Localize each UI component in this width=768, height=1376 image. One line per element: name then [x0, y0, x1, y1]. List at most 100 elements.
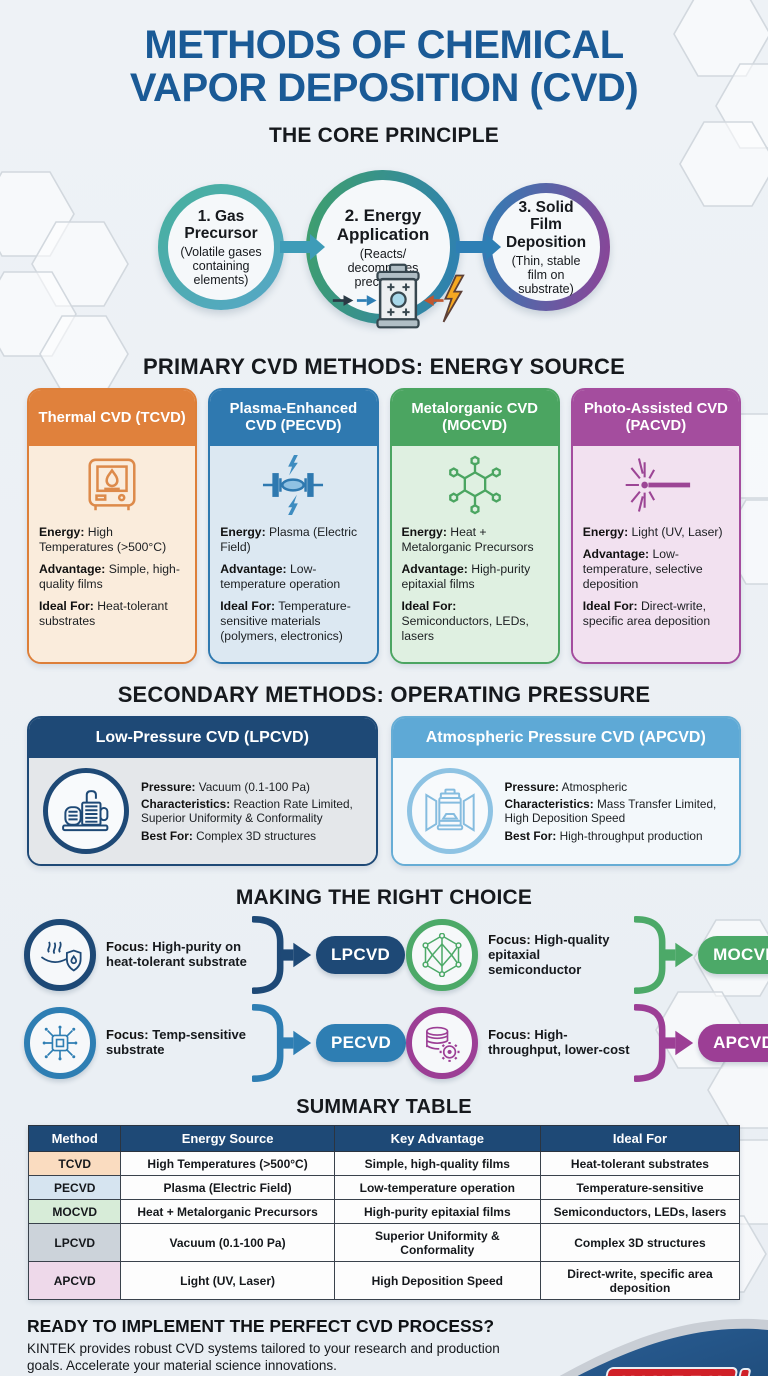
advantage-label: Advantage:	[39, 562, 106, 577]
swoosh-graphic	[560, 1319, 768, 1376]
choice-focus-text: Focus: High-quality epitaxial semiconduc…	[488, 931, 636, 978]
advantage-value: High-purity epitaxial films	[401, 562, 531, 591]
focus-value: High-throughput, lower-cost	[488, 1027, 630, 1058]
best-for-label: Best For:	[504, 828, 557, 843]
ideal-label: Ideal For:	[39, 598, 94, 613]
table-row: APCVD Light (UV, Laser) High Deposition …	[27, 1261, 741, 1301]
card-title: Photo-Assisted CVD (PACVD)	[572, 390, 739, 447]
choices-heading: MAKING THE RIGHT CHOICE	[235, 886, 533, 910]
kintek-logo: KINTEK kindle-tech.com	[603, 1369, 750, 1376]
heat-shield-icon	[24, 919, 96, 992]
advantage-value: Low-temperature, selective deposition	[582, 547, 703, 591]
bracket-arrow-icon	[634, 1004, 694, 1083]
step-gas-precursor: 1. Gas Precursor (Volatile gases contain…	[158, 184, 284, 311]
choice-mocvd: Focus: High-quality epitaxial semiconduc…	[406, 914, 768, 996]
ideal-label: Ideal For:	[401, 598, 457, 613]
characteristics-value: Mass Transfer Limited, High Deposition S…	[504, 797, 717, 826]
core-principle-flow: 1. Gas Precursor (Volatile gases contain…	[0, 150, 768, 344]
card-pacvd: Photo-Assisted CVD (PACVD) Energy: Light…	[570, 388, 741, 665]
ideal-cell: Complex 3D structures	[539, 1223, 741, 1263]
method-cell: MOCVD	[27, 1199, 122, 1225]
bracket-arrow-icon	[634, 916, 694, 995]
flow-arrow-icon	[280, 234, 325, 261]
method-pill: APCVD	[698, 1024, 768, 1063]
choice-lpcvd: Focus: High-purity on heat-tolerant subs…	[24, 914, 406, 996]
summary-table-heading: SUMMARY TABLE	[296, 1096, 472, 1119]
energy-cell: Heat + Metalorganic Precursors	[120, 1199, 335, 1225]
energy-cell: Vacuum (0.1-100 Pa)	[120, 1223, 335, 1263]
ideal-value: Direct-write, specific area deposition	[582, 598, 711, 628]
table-header-row: Method Energy Source Key Advantage Ideal…	[27, 1125, 741, 1153]
card-title: Low-Pressure CVD (LPCVD)	[29, 718, 376, 759]
focus-label: Focus:	[106, 939, 149, 955]
choice-apcvd: Focus: High-throughput, lower-cost APCVD	[406, 1002, 768, 1084]
choice-focus-text: Focus: Temp-sensitive substrate	[106, 1027, 254, 1058]
energy-value: Heat + Metalorganic Precursors	[401, 525, 534, 555]
advantage-label: Advantage:	[582, 547, 650, 562]
step-title: 1. Gas Precursor	[184, 207, 258, 242]
method-pill: LPCVD	[316, 936, 406, 975]
choice-pecvd: Focus: Temp-sensitive substrate PECVD	[24, 1002, 407, 1084]
card-title: Atmospheric Pressure CVD (APCVD)	[392, 718, 739, 759]
characteristics-value: Reaction Rate Limited, Superior Uniformi…	[141, 797, 353, 826]
advantage-cell: Simple, high-quality films	[333, 1151, 541, 1177]
method-cell: APCVD	[27, 1261, 122, 1301]
energy-value: High Temperatures (>500°C)	[39, 525, 167, 555]
choice-focus-text: Focus: High-purity on heat-tolerant subs…	[106, 939, 254, 970]
crystal-lattice-icon	[406, 919, 479, 992]
secondary-method-cards: Low-Pressure CVD (LPCVD)	[0, 716, 768, 867]
advantage-value: Low-temperature operation	[220, 562, 341, 591]
energy-cell: Plasma (Electric Field)	[120, 1175, 335, 1201]
card-mocvd: Metalorganic CVD (MOCVD)	[389, 388, 560, 665]
focus-label: Focus:	[488, 931, 531, 947]
cvd-reactor-icon	[332, 264, 465, 329]
energy-label: Energy:	[220, 525, 266, 540]
energy-label: Energy:	[582, 525, 629, 540]
ideal-cell: Heat-tolerant substrates	[539, 1151, 741, 1177]
ideal-label: Ideal For:	[220, 598, 276, 613]
method-cell: PECVD	[27, 1175, 122, 1201]
table-row: LPCVD Vacuum (0.1-100 Pa) Superior Unifo…	[27, 1223, 741, 1263]
method-pill: MOCVD	[698, 936, 768, 975]
page-title-line1: METHODS OF CHEMICAL	[144, 23, 624, 67]
energy-value: Light (UV, Laser)	[631, 525, 723, 540]
column-header: Method	[27, 1125, 122, 1153]
best-for-value: High-throughput production	[559, 828, 703, 843]
laser-icon	[583, 452, 729, 518]
table-row: MOCVD Heat + Metalorganic Precursors Hig…	[27, 1199, 741, 1225]
bracket-arrow-icon	[252, 1004, 312, 1083]
advantage-label: Advantage:	[220, 562, 287, 577]
advantage-value: Simple, high-quality films	[39, 562, 180, 591]
ideal-value: Heat-tolerant substrates	[39, 598, 168, 628]
summary-table: Method Energy Source Key Advantage Ideal…	[27, 1125, 741, 1301]
secondary-methods-heading: SECONDARY METHODS: OPERATING PRESSURE	[117, 682, 651, 708]
focus-value: High-purity on heat-tolerant substrate	[106, 939, 247, 970]
energy-label: Energy:	[39, 525, 85, 540]
ideal-value: Temperature-sensitive materials (polymer…	[220, 598, 351, 643]
card-apcvd: Atmospheric Pressure CVD (APCVD)	[390, 716, 741, 867]
advantage-cell: High Deposition Speed	[333, 1261, 541, 1301]
advantage-label: Advantage:	[401, 562, 468, 577]
pressure-label: Pressure:	[141, 780, 196, 795]
energy-label: Energy:	[401, 525, 447, 540]
kintek-logo-slash	[735, 1369, 750, 1376]
focus-label: Focus:	[488, 1027, 531, 1043]
pressure-value: Vacuum (0.1-100 Pa)	[198, 780, 310, 795]
footer: READY TO IMPLEMENT THE PERFECT CVD PROCE…	[0, 1316, 768, 1376]
footer-heading: READY TO IMPLEMENT THE PERFECT CVD PROCE…	[27, 1316, 495, 1337]
ideal-cell: Temperature-sensitive	[539, 1175, 741, 1201]
page-title: METHODS OF CHEMICAL VAPOR DEPOSITION (CV…	[0, 23, 768, 110]
bracket-arrow-icon	[252, 916, 312, 995]
card-tcvd: Thermal CVD (TCVD) Energy: H	[27, 388, 198, 665]
card-lpcvd: Low-Pressure CVD (LPCVD)	[27, 716, 378, 867]
pressure-value: Atmospheric	[561, 780, 628, 795]
flow-arrow-icon	[456, 234, 501, 261]
molecule-icon	[402, 452, 548, 518]
ideal-cell: Semiconductors, LEDs, lasers	[539, 1199, 741, 1225]
column-header: Energy Source	[120, 1125, 335, 1153]
card-pecvd: Plasma-Enhanced CVD (PECVD)	[208, 388, 379, 665]
furnace-icon	[39, 452, 185, 518]
method-pill: PECVD	[316, 1024, 407, 1063]
vacuum-pump-icon	[43, 768, 129, 855]
